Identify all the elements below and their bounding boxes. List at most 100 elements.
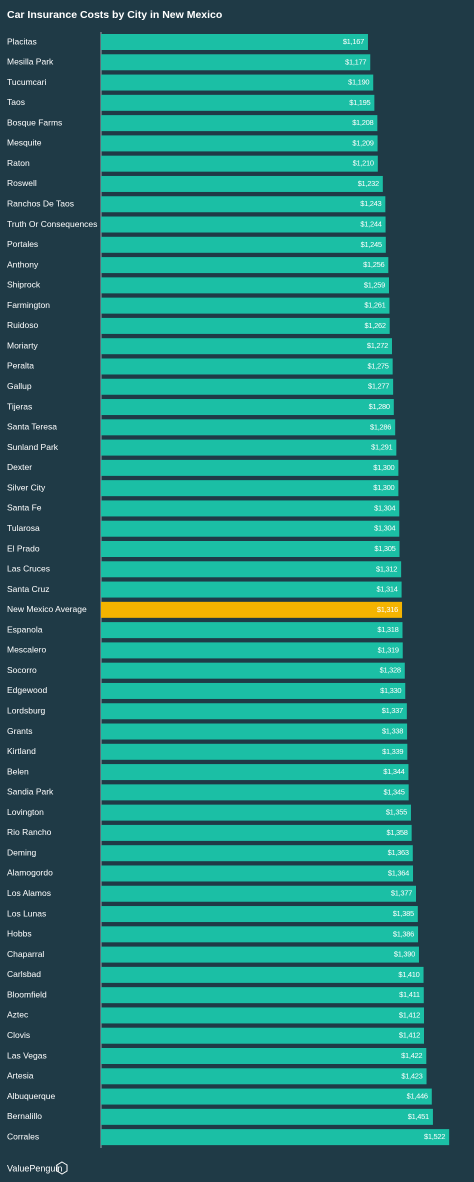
value-label: $1,318 bbox=[377, 625, 398, 634]
value-label: $1,410 bbox=[398, 970, 419, 979]
value-label: $1,244 bbox=[360, 220, 381, 229]
category-label: Los Lunas bbox=[7, 908, 46, 918]
value-label: $1,209 bbox=[352, 138, 373, 147]
category-label: Los Alamos bbox=[7, 888, 51, 898]
category-label: Santa Fe bbox=[7, 503, 42, 513]
category-label: Ruidoso bbox=[7, 320, 38, 330]
value-label: $1,245 bbox=[361, 240, 382, 249]
bar bbox=[101, 196, 386, 213]
category-label: Moriarty bbox=[7, 340, 38, 350]
category-label: Tularosa bbox=[7, 523, 40, 533]
category-label: Belen bbox=[7, 766, 29, 776]
value-label: $1,377 bbox=[391, 889, 412, 898]
category-label: Santa Teresa bbox=[7, 422, 57, 432]
value-label: $1,330 bbox=[380, 686, 401, 695]
value-label: $1,338 bbox=[382, 727, 403, 736]
value-label: $1,385 bbox=[393, 909, 414, 918]
value-label: $1,275 bbox=[368, 361, 389, 370]
value-label: $1,412 bbox=[399, 1010, 420, 1019]
category-label: Silver City bbox=[7, 482, 46, 492]
category-label: Sunland Park bbox=[7, 442, 59, 452]
bar bbox=[101, 459, 399, 476]
bar bbox=[101, 1129, 450, 1146]
bar bbox=[101, 642, 403, 659]
bar bbox=[101, 94, 375, 111]
bar bbox=[101, 885, 416, 902]
category-label: Tijeras bbox=[7, 401, 32, 411]
value-label: $1,363 bbox=[388, 848, 409, 857]
category-label: Mesquite bbox=[7, 138, 42, 148]
bar bbox=[101, 439, 397, 456]
bar bbox=[101, 1007, 425, 1024]
value-label: $1,411 bbox=[399, 990, 420, 999]
category-label: Roswell bbox=[7, 178, 37, 188]
bar bbox=[101, 115, 378, 132]
category-label: New Mexico Average bbox=[7, 604, 87, 614]
bar bbox=[101, 703, 407, 720]
footer-icon bbox=[56, 1161, 68, 1175]
category-label: Deming bbox=[7, 847, 37, 857]
category-label: Albuquerque bbox=[7, 1091, 55, 1101]
value-label: $1,522 bbox=[424, 1132, 445, 1141]
bar bbox=[101, 824, 412, 841]
bar bbox=[101, 257, 389, 274]
bar bbox=[101, 500, 400, 517]
category-label: Gallup bbox=[7, 381, 32, 391]
category-label: Bloomfield bbox=[7, 989, 47, 999]
value-label: $1,208 bbox=[352, 118, 373, 127]
category-label: Santa Cruz bbox=[7, 584, 50, 594]
bar bbox=[101, 804, 411, 821]
bar bbox=[101, 297, 390, 314]
category-label: Rio Rancho bbox=[7, 827, 52, 837]
value-label: $1,345 bbox=[384, 787, 405, 796]
bar bbox=[101, 277, 390, 294]
bar bbox=[101, 338, 392, 355]
value-label: $1,386 bbox=[393, 929, 414, 938]
category-label: Corrales bbox=[7, 1131, 39, 1141]
category-label: Mesilla Park bbox=[7, 57, 54, 67]
value-label: $1,167 bbox=[343, 37, 364, 46]
bar bbox=[101, 682, 406, 699]
category-label: Bernalillo bbox=[7, 1111, 42, 1121]
category-label: Alamogordo bbox=[7, 868, 53, 878]
bar bbox=[101, 480, 399, 497]
value-label: $1,256 bbox=[363, 260, 384, 269]
bar bbox=[101, 764, 409, 781]
category-label: Mescalero bbox=[7, 645, 46, 655]
bar bbox=[101, 723, 408, 740]
category-label: Truth Or Consequences bbox=[7, 219, 97, 229]
category-label: Sandia Park bbox=[7, 787, 54, 797]
value-label: $1,304 bbox=[374, 524, 395, 533]
category-label: Aztec bbox=[7, 1010, 29, 1020]
value-label: $1,358 bbox=[387, 828, 408, 837]
bar bbox=[101, 1048, 427, 1064]
category-label: Edgewood bbox=[7, 685, 47, 695]
value-label: $1,423 bbox=[401, 1071, 422, 1080]
bar bbox=[101, 946, 419, 963]
category-label: Chaparral bbox=[7, 949, 44, 959]
bar bbox=[101, 175, 383, 192]
bar bbox=[101, 1027, 425, 1044]
value-label: $1,300 bbox=[373, 483, 394, 492]
category-label: Carlsbad bbox=[7, 969, 41, 979]
chart-title: Car Insurance Costs by City in New Mexic… bbox=[7, 9, 222, 21]
bar bbox=[101, 662, 405, 679]
value-label: $1,291 bbox=[371, 443, 392, 452]
value-label: $1,339 bbox=[382, 747, 403, 756]
value-label: $1,210 bbox=[353, 159, 374, 168]
value-label: $1,355 bbox=[386, 808, 407, 817]
bar bbox=[101, 236, 386, 253]
value-label: $1,344 bbox=[383, 767, 404, 776]
value-label: $1,280 bbox=[369, 402, 390, 411]
bar bbox=[101, 541, 400, 557]
value-label: $1,259 bbox=[364, 280, 385, 289]
value-label: $1,305 bbox=[374, 544, 395, 553]
category-label: Hobbs bbox=[7, 929, 32, 939]
value-label: $1,412 bbox=[399, 1031, 420, 1040]
category-label: Bosque Farms bbox=[7, 117, 62, 127]
value-label: $1,316 bbox=[377, 605, 398, 614]
value-label: $1,390 bbox=[394, 950, 415, 959]
value-label: $1,422 bbox=[401, 1051, 422, 1060]
